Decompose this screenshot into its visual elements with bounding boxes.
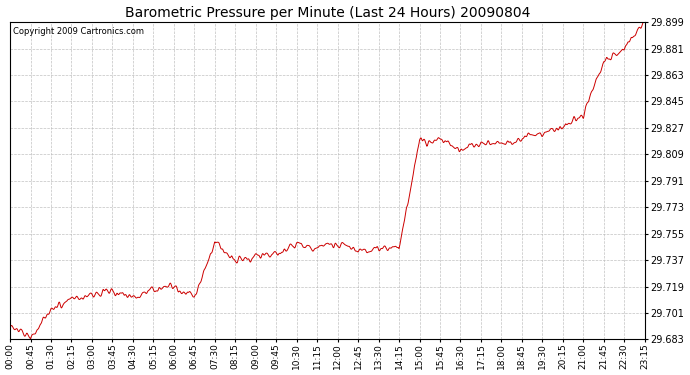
Title: Barometric Pressure per Minute (Last 24 Hours) 20090804: Barometric Pressure per Minute (Last 24 …	[125, 6, 530, 20]
Text: Copyright 2009 Cartronics.com: Copyright 2009 Cartronics.com	[13, 27, 144, 36]
